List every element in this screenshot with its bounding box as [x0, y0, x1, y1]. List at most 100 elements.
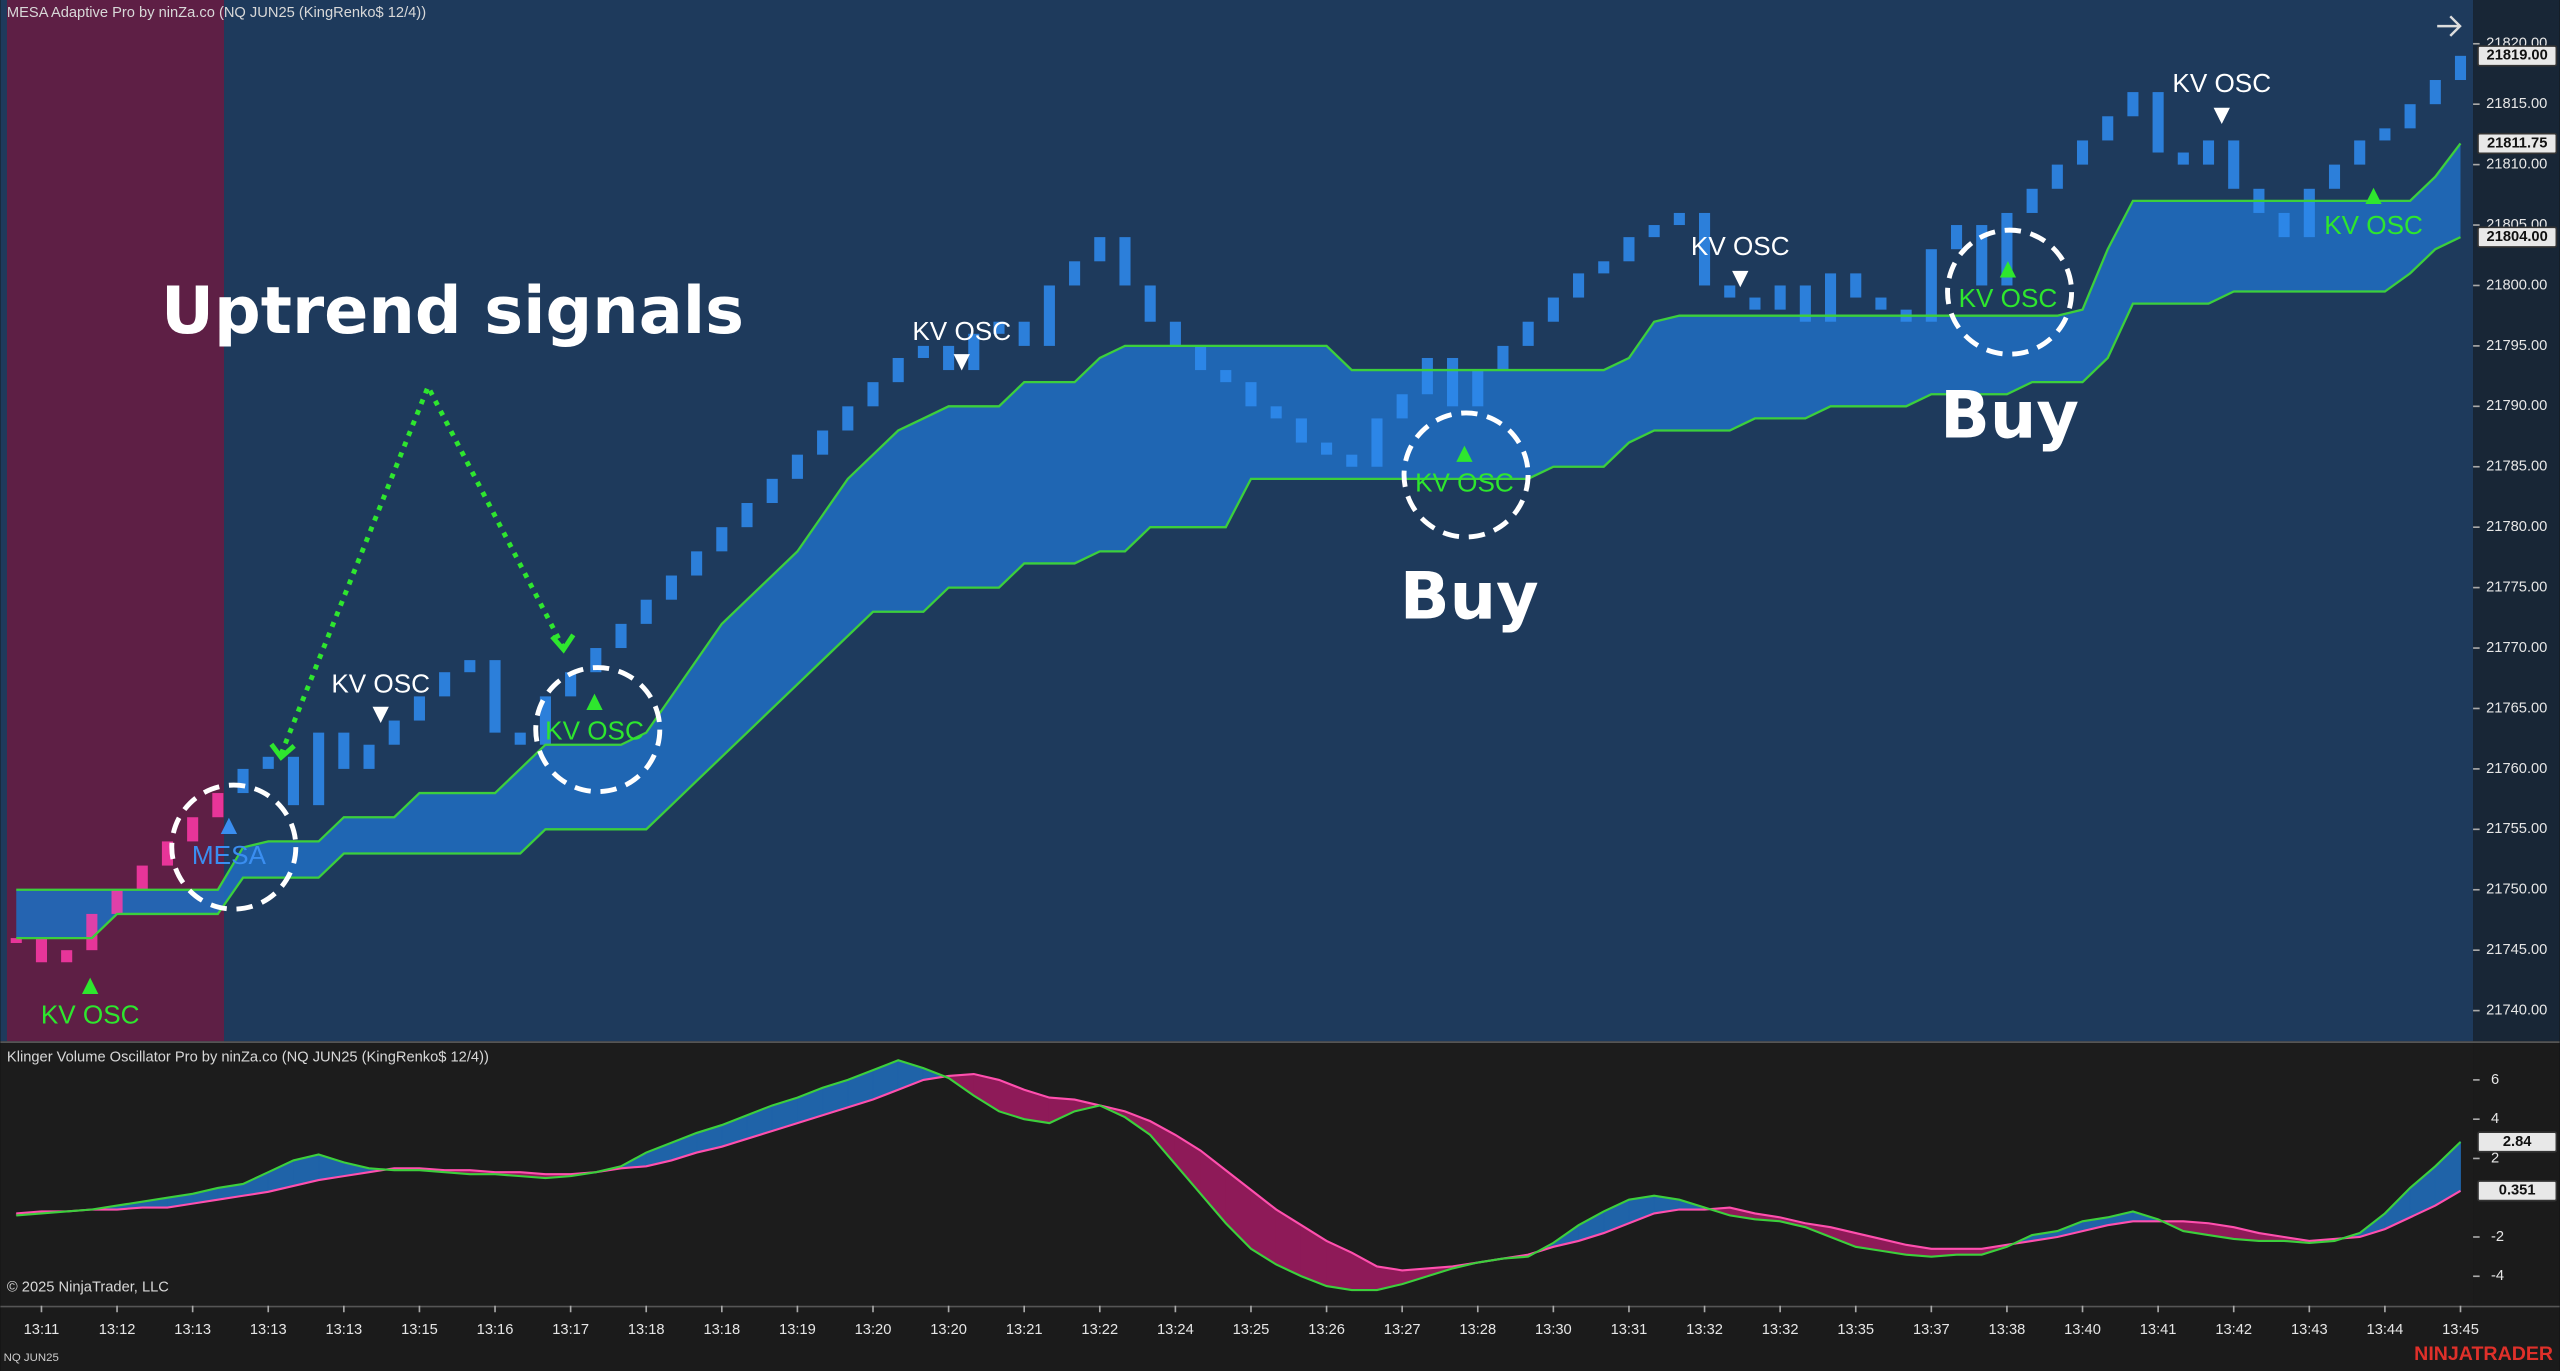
- y-tick-label: 21810.00: [2486, 156, 2547, 172]
- callout: Uptrend signals: [161, 273, 744, 349]
- renko-brick: [539, 696, 551, 745]
- renko-brick: [287, 756, 299, 806]
- x-tick-label: 13:20: [930, 1322, 967, 1338]
- renko-brick: [1875, 297, 1887, 310]
- x-tick-label: 13:18: [703, 1322, 740, 1338]
- renko-brick: [691, 551, 703, 576]
- renko-brick: [2328, 164, 2341, 189]
- signal-marker: [372, 706, 389, 724]
- renko-brick: [313, 732, 325, 806]
- highlight-circle: [1945, 227, 2075, 357]
- indicator-title: MESA Adaptive Pro by ninZa.co (NQ JUN25 …: [7, 5, 426, 21]
- y-tick-label: 21750.00: [2486, 882, 2547, 898]
- last-value-label: 21811.75: [2487, 135, 2547, 151]
- last-value-box: [2477, 1180, 2558, 1202]
- copyright: © 2025 NinjaTrader, LLC: [7, 1280, 169, 1296]
- highlight-circle: [533, 665, 663, 795]
- renko-brick: [1371, 418, 1383, 467]
- renko-brick: [2051, 164, 2063, 189]
- y-tick-label: 4: [2491, 1111, 2499, 1127]
- renko-brick: [1497, 345, 1509, 371]
- x-tick-label: 13:41: [2140, 1322, 2177, 1338]
- renko-brick: [136, 865, 148, 890]
- signal-label: KV OSC: [912, 316, 1011, 346]
- renko-brick: [1144, 285, 1156, 322]
- renko-brick: [212, 793, 224, 818]
- renko-brick: [1396, 394, 1408, 419]
- price-panel: [0, 0, 2474, 1042]
- brand: NINJATRADER: [2414, 1343, 2553, 1365]
- renko-brick: [842, 406, 854, 431]
- x-tick-label: 13:30: [1535, 1322, 1572, 1338]
- y-tick-label: 21745.00: [2486, 942, 2547, 958]
- x-tick-label: 13:20: [855, 1322, 892, 1338]
- renko-brick: [1321, 442, 1333, 455]
- y-tick-label: 21760.00: [2486, 761, 2547, 777]
- x-tick-label: 13:13: [325, 1322, 362, 1338]
- renko-brick: [10, 938, 22, 943]
- renko-brick: [1774, 285, 1786, 310]
- x-tick-label: 13:16: [477, 1322, 514, 1338]
- renko-brick: [615, 623, 627, 649]
- renko-brick: [2228, 140, 2240, 189]
- x-tick-label: 13:35: [1837, 1322, 1874, 1338]
- renko-brick: [1447, 357, 1459, 407]
- renko-brick: [2454, 55, 2467, 81]
- renko-brick: [2278, 212, 2290, 238]
- renko-brick: [716, 527, 728, 552]
- x-tick-label: 13:17: [552, 1322, 589, 1338]
- bearish-zone: [6, 0, 225, 1042]
- instrument: NQ JUN25: [4, 1352, 59, 1364]
- price-axis: [2473, 0, 2560, 1042]
- signal-marker: [2213, 107, 2230, 125]
- renko-brick: [2076, 140, 2089, 165]
- plot-layer: 21740.00 21745.00 21750.00 21755.00 21760.00…: [10, 36, 2558, 1338]
- renko-brick: [565, 672, 577, 697]
- renko-brick: [1069, 261, 1081, 286]
- renko-brick: [640, 599, 652, 624]
- x-tick-label: 13:42: [2215, 1322, 2252, 1338]
- line: [16, 1072, 2462, 1272]
- scroll-arrow[interactable]: [2437, 15, 2462, 37]
- renko-brick: [2177, 152, 2189, 165]
- x-tick-label: 13:27: [1384, 1322, 1421, 1338]
- y-tick-label: 21795.00: [2486, 338, 2547, 354]
- renko-brick: [943, 345, 955, 371]
- x-tick-label: 13:12: [99, 1322, 136, 1338]
- x-tick-label: 13:15: [401, 1322, 438, 1338]
- renko-brick: [1295, 418, 1307, 443]
- renko-brick: [1421, 357, 1433, 395]
- x-tick-label: 13:22: [1081, 1322, 1118, 1338]
- renko-brick: [338, 732, 350, 769]
- x-tick-label: 13:45: [2442, 1322, 2479, 1338]
- line: [16, 236, 2461, 940]
- renko-brick: [1522, 321, 1534, 346]
- renko-brick: [2102, 116, 2114, 141]
- renko-brick: [917, 345, 929, 358]
- y-tick-label: 21755.00: [2486, 821, 2547, 837]
- renko-brick: [1346, 454, 1358, 467]
- last-value-box: [2477, 132, 2558, 155]
- x-tick-label: 13:18: [628, 1322, 665, 1338]
- renko-brick: [2202, 140, 2215, 165]
- x-tick-label: 13:11: [24, 1322, 60, 1338]
- renko-brick: [413, 696, 425, 721]
- renko-brick: [262, 756, 274, 769]
- renko-brick: [1799, 285, 1811, 322]
- renko-brick: [2026, 188, 2038, 213]
- highlight-circle: [1401, 410, 1531, 540]
- y-tick-label: 21775.00: [2486, 579, 2547, 595]
- y-tick-label: 21740.00: [2486, 1002, 2547, 1018]
- line: [16, 142, 2462, 891]
- renko-brick: [817, 430, 829, 455]
- y-tick-label: 21780.00: [2486, 519, 2547, 535]
- y-tick-label: 21790.00: [2486, 398, 2547, 414]
- renko-brick: [1270, 406, 1282, 419]
- renko-brick: [161, 841, 173, 866]
- x-tick-label: 13:13: [250, 1322, 287, 1338]
- renko-brick: [2354, 140, 2366, 165]
- renko-brick: [993, 321, 1005, 334]
- highlight-circle: [169, 782, 299, 912]
- y-tick-label: -2: [2491, 1229, 2504, 1245]
- last-value-box: [2477, 226, 2558, 248]
